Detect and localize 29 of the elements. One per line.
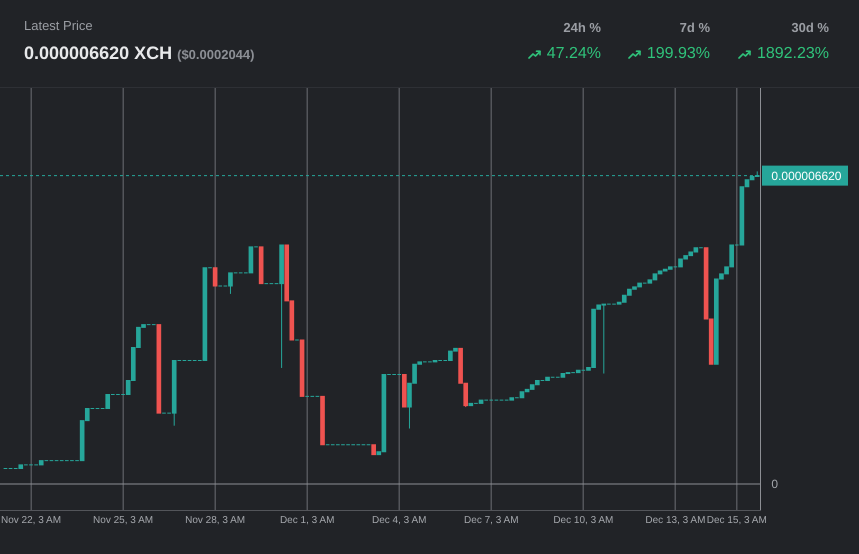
candlestick: [38, 460, 44, 466]
x-tick-label: Nov 28, 3 AM: [185, 515, 246, 526]
chart-subtitle: 0.000006620 XCH ($0.0002044): [24, 43, 254, 64]
candlestick: [105, 394, 110, 409]
y-tick-label: 0: [771, 477, 778, 492]
candlestick: [371, 444, 376, 456]
text: 199.93%: [646, 45, 710, 63]
x-tick-label: Dec 7, 3 AM: [464, 515, 519, 526]
candlestick: [18, 464, 24, 470]
candlestick: [258, 246, 264, 284]
x-tick-label: Dec 13, 3 AM: [645, 515, 706, 526]
x-tick-label: Nov 22, 3 AM: [0, 515, 62, 526]
candlestick: [320, 396, 325, 446]
text: 30d %: [790, 20, 829, 35]
x-tick-label: Dec 15, 3 AM: [706, 515, 767, 526]
x-tick-label: Dec 10, 3 AM: [553, 515, 614, 526]
chart-title: Latest Price: [24, 18, 93, 33]
text: 7d %: [678, 20, 710, 35]
x-tick-label: Dec 4, 3 AM: [372, 515, 426, 526]
y-tick-label: 0.000006620: [771, 168, 842, 183]
candlestick: [300, 339, 304, 397]
text: 47.24%: [546, 45, 601, 63]
text: 24h %: [562, 20, 601, 35]
candlestick: [402, 374, 407, 408]
x-tick-label: Dec 1, 3 AM: [280, 515, 334, 526]
x-tick-label: Nov 25, 3 AM: [93, 515, 154, 526]
text: 1892.23%: [756, 45, 829, 63]
candlestick: [212, 267, 218, 286]
candlestick: [156, 324, 162, 414]
